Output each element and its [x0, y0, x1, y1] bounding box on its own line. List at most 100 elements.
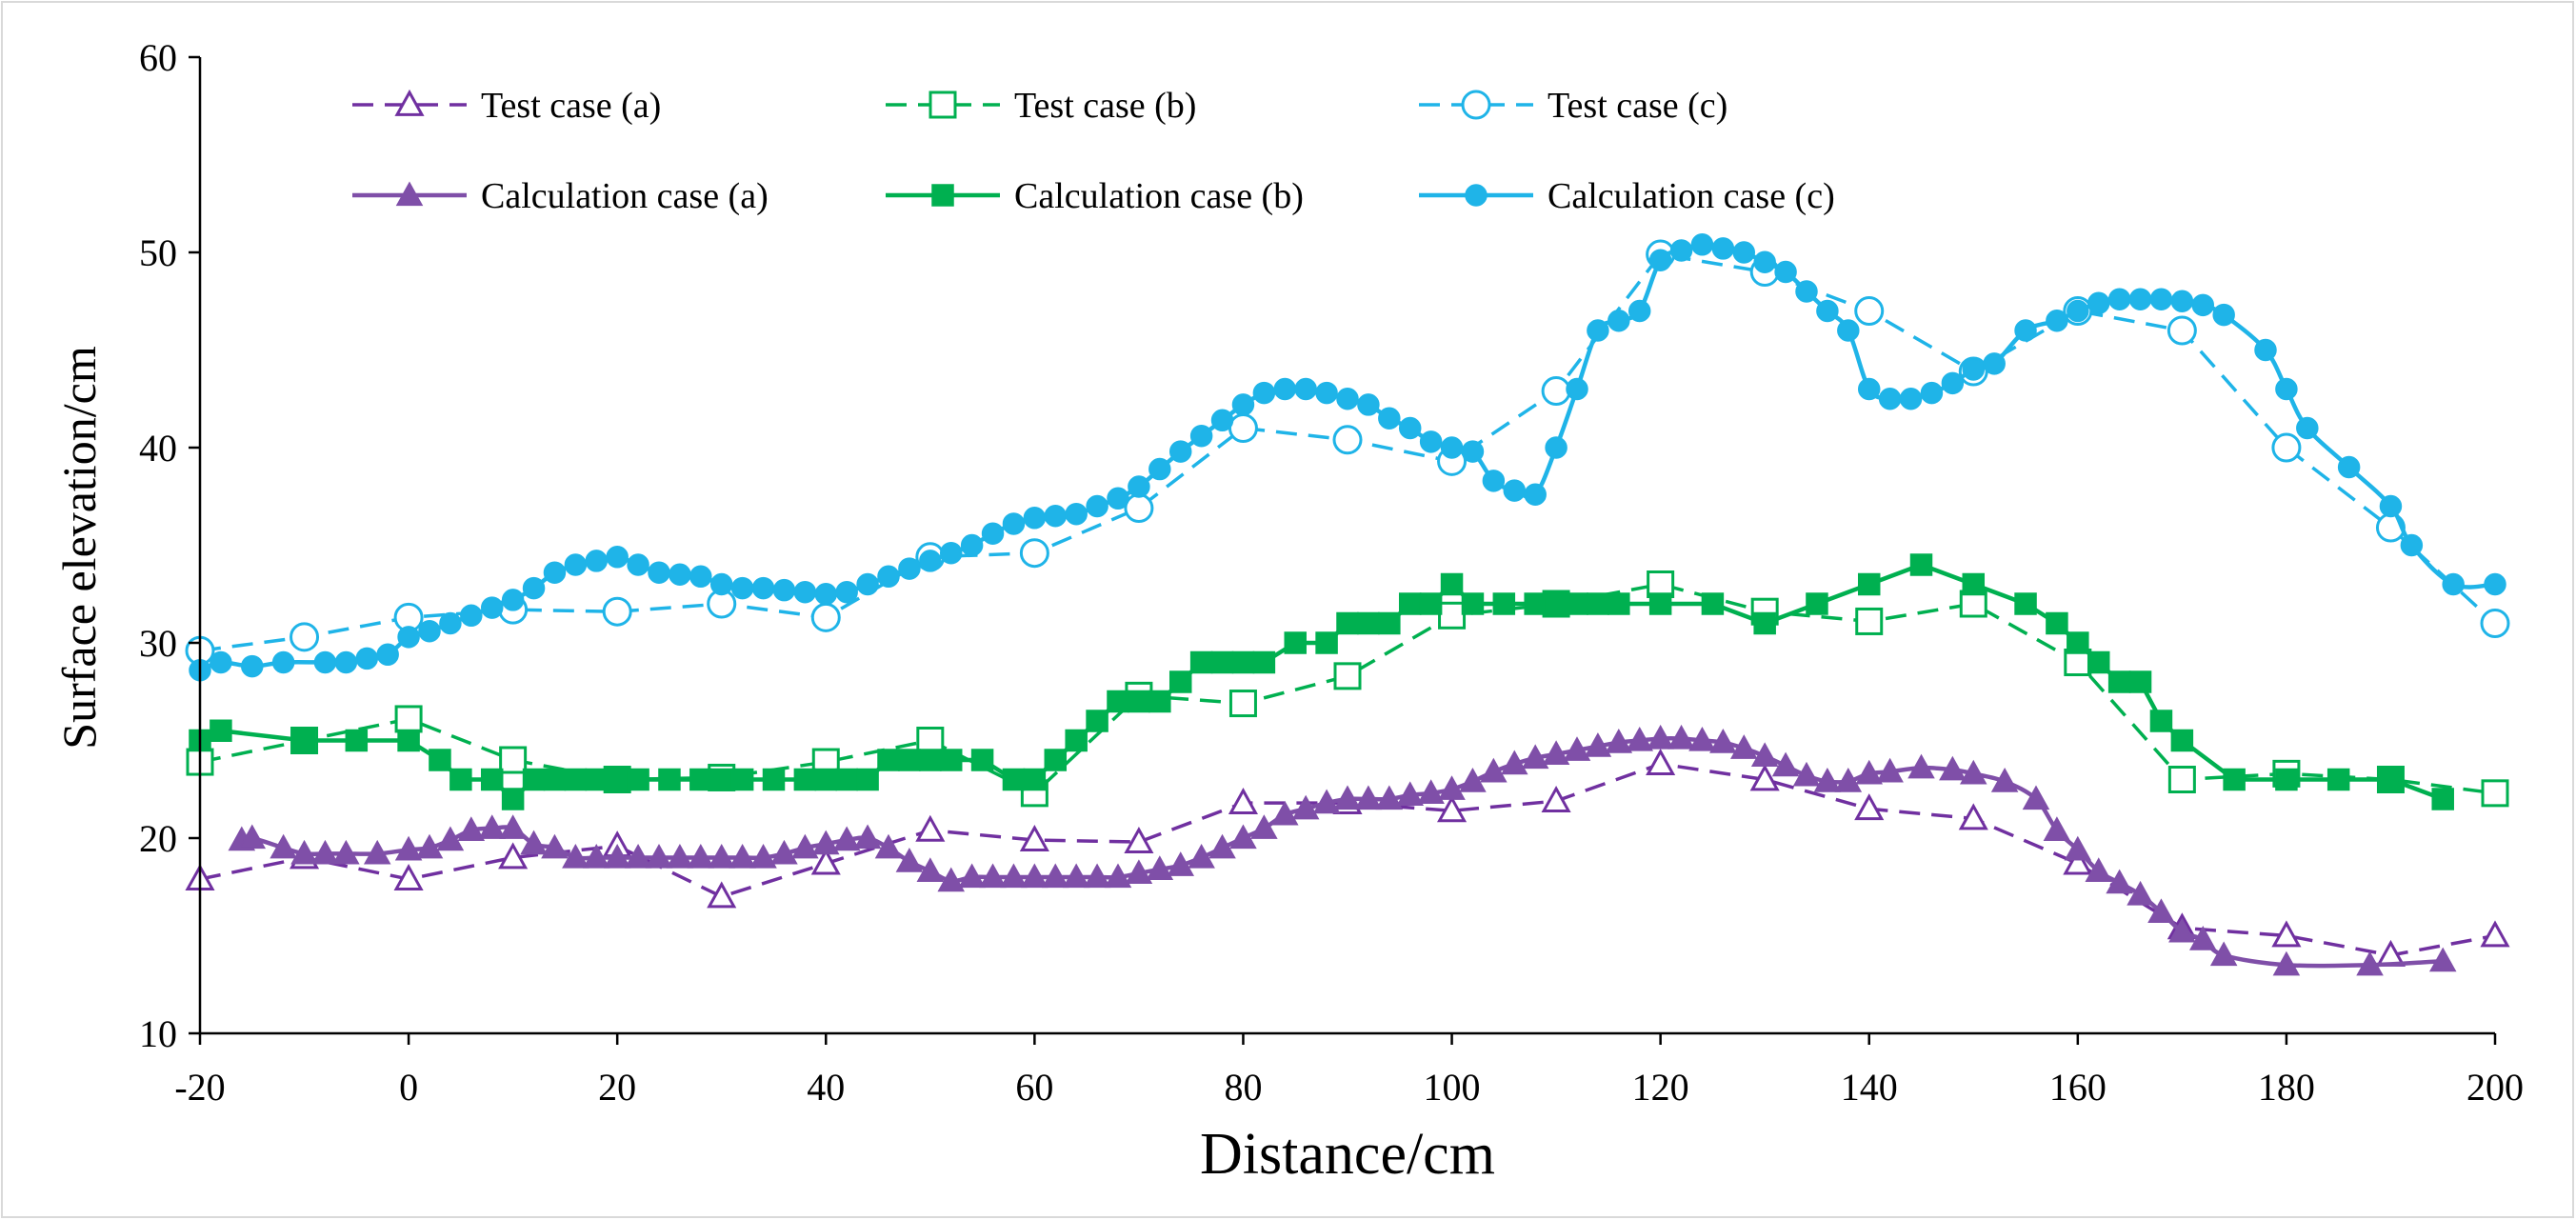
data-point-calculation-case-b	[1806, 592, 1828, 615]
data-point-test-case-a	[1646, 749, 1676, 775]
data-point-calculation-case-b	[429, 749, 451, 771]
data-point-calculation-case-c	[877, 565, 900, 589]
data-point-calculation-case-a	[1229, 824, 1257, 850]
data-point-calculation-case-a	[1167, 851, 1195, 876]
data-point-calculation-case-a	[1647, 724, 1674, 750]
data-point-calculation-case-c	[689, 565, 712, 589]
data-point-calculation-case-a	[811, 830, 840, 855]
data-point-calculation-case-a	[1729, 734, 1758, 759]
data-point-calculation-case-a	[1354, 785, 1383, 810]
data-point-calculation-case-b	[835, 768, 858, 791]
data-point-calculation-case-c	[2296, 416, 2319, 440]
data-point-test-case-c	[602, 596, 632, 627]
y-tick-label: 10	[139, 1012, 177, 1055]
axes: -20 0 20 40 60 80 100 120 140 160 180 200 10 20 30 40 50…	[139, 36, 2524, 1109]
data-point-calculation-case-a	[2188, 926, 2217, 950]
data-point-calculation-case-c	[1503, 479, 1527, 502]
data-point-calculation-case-c	[480, 596, 504, 619]
y-tick-label: 60	[139, 36, 177, 79]
data-point-test-case-a	[1541, 785, 1571, 812]
data-point-calculation-case-b	[501, 788, 525, 810]
legend-entry-calculation-case-a: Calculation case (a)	[352, 176, 769, 216]
data-point-test-case-a	[1124, 827, 1154, 853]
data-point-calculation-case-a	[1375, 785, 1404, 810]
data-point-calculation-case-c	[981, 522, 1005, 545]
data-point-calculation-case-a	[311, 839, 339, 865]
data-point-calculation-case-c	[2400, 533, 2424, 557]
data-point-test-case-c	[1124, 493, 1154, 524]
data-point-calculation-case-a	[541, 833, 569, 859]
data-point-calculation-case-a	[1563, 736, 1591, 761]
data-point-calculation-case-a	[1021, 863, 1048, 889]
data-point-calculation-case-c	[1524, 483, 1547, 506]
legend-swatch-marker	[931, 184, 954, 207]
data-point-calculation-case-a	[770, 839, 798, 865]
data-point-calculation-case-a	[2022, 785, 2050, 810]
data-point-calculation-case-c	[1273, 377, 1297, 401]
data-point-calculation-case-a	[1396, 781, 1425, 807]
data-point-calculation-case-a	[2209, 941, 2238, 967]
legend-label: Test case (c)	[1548, 86, 1727, 126]
y-axis-title: Surface elevation/cm	[52, 346, 106, 750]
data-point-calculation-case-c	[522, 576, 546, 600]
data-point-calculation-case-a	[1771, 751, 1800, 777]
x-tick-label: 200	[2466, 1066, 2524, 1109]
data-point-calculation-case-a	[687, 843, 715, 869]
data-point-calculation-case-b	[877, 749, 900, 771]
x-tick-label: 160	[2049, 1066, 2107, 1109]
data-point-calculation-case-c	[1357, 393, 1380, 416]
data-point-calculation-case-c	[1920, 381, 1944, 405]
data-point-calculation-case-a	[1667, 724, 1695, 750]
data-point-calculation-case-a	[729, 843, 756, 869]
data-point-calculation-case-b	[564, 768, 588, 791]
data-point-calculation-case-c	[2149, 288, 2173, 310]
data-point-calculation-case-c	[1669, 239, 1693, 262]
data-point-calculation-case-b	[1189, 650, 1213, 674]
series-calculation-case-c	[189, 233, 2506, 682]
data-point-calculation-case-a	[2106, 869, 2133, 894]
data-point-calculation-case-a	[1188, 843, 1215, 869]
data-point-calculation-case-c	[1378, 407, 1401, 430]
legend-entry-test-case-c: Test case (c)	[1419, 86, 1727, 126]
x-tick-label: 60	[1015, 1066, 1053, 1109]
data-point-calculation-case-b	[1148, 690, 1171, 713]
data-point-calculation-case-a	[853, 824, 882, 850]
data-point-calculation-case-b	[1545, 592, 1568, 615]
data-point-calculation-case-c	[835, 580, 858, 604]
data-point-calculation-case-a	[1959, 759, 1987, 785]
data-point-test-case-a	[1019, 824, 1049, 851]
data-point-calculation-case-c	[1837, 319, 1860, 342]
data-point-calculation-case-b	[689, 768, 712, 791]
data-point-calculation-case-a	[238, 824, 267, 850]
data-point-calculation-case-a	[436, 826, 465, 851]
data-point-calculation-case-c	[1461, 440, 1485, 463]
data-point-calculation-case-c	[501, 589, 525, 611]
data-point-calculation-case-c	[1962, 358, 1986, 381]
data-point-calculation-case-a	[1500, 750, 1528, 775]
data-point-calculation-case-c	[1315, 381, 1338, 405]
data-point-calculation-case-c	[648, 561, 670, 584]
data-point-calculation-case-c	[1878, 388, 1902, 410]
data-point-test-case-b	[1855, 607, 1884, 635]
data-point-calculation-case-a	[791, 833, 819, 859]
data-point-calculation-case-a	[1605, 729, 1633, 753]
data-point-calculation-case-b	[2326, 768, 2350, 791]
data-point-calculation-case-c	[2087, 291, 2110, 315]
data-point-calculation-case-b	[627, 768, 649, 791]
data-point-test-case-a	[2480, 920, 2510, 948]
data-point-calculation-case-c	[2170, 290, 2194, 312]
data-point-calculation-case-b	[397, 729, 420, 752]
data-point-calculation-case-a	[1291, 794, 1320, 820]
data-point-test-case-a	[915, 814, 946, 842]
data-point-calculation-case-c	[1627, 299, 1651, 323]
data-point-calculation-case-a	[958, 863, 986, 889]
data-point-calculation-case-a	[2168, 917, 2196, 943]
data-point-calculation-case-c	[1252, 381, 1276, 405]
data-point-calculation-case-b	[2014, 592, 2037, 615]
data-point-calculation-case-b	[1252, 650, 1276, 674]
data-point-test-case-a	[1436, 795, 1468, 823]
data-point-test-case-a	[707, 881, 737, 909]
data-point-calculation-case-a	[2085, 857, 2113, 882]
data-point-test-case-c	[1332, 425, 1363, 455]
